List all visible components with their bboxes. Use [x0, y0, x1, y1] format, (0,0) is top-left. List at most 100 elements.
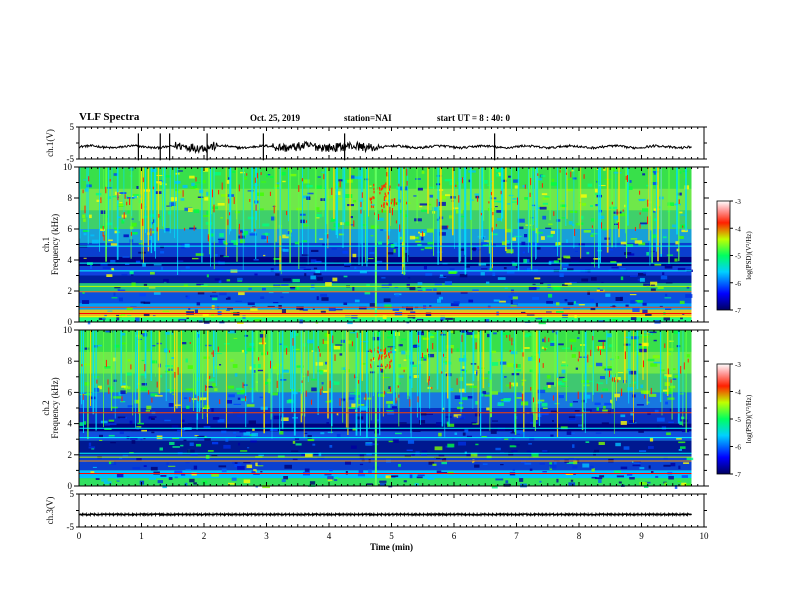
speckle — [360, 209, 362, 214]
noise-cell — [379, 352, 385, 354]
noise-cell — [666, 254, 674, 256]
speckle — [477, 196, 479, 202]
speckle — [601, 394, 603, 399]
noise-cell — [417, 286, 422, 288]
noise-cell — [496, 173, 500, 177]
speckle — [388, 235, 390, 240]
noise-cell — [240, 239, 245, 244]
noise-cell — [471, 422, 476, 424]
noise-cell — [327, 196, 333, 198]
speckle — [358, 380, 360, 384]
noise-cell — [590, 307, 596, 311]
noise-cell — [110, 442, 116, 444]
speckle — [370, 201, 372, 204]
speckle — [381, 204, 383, 208]
noise-cell — [327, 431, 334, 434]
noise-cell — [445, 194, 450, 197]
speckle — [105, 186, 107, 194]
speckle — [611, 201, 613, 205]
noise-cell — [118, 391, 122, 396]
noise-cell — [307, 438, 315, 442]
noise-cell — [140, 387, 148, 391]
noise-cell — [510, 302, 518, 306]
noise-cell — [287, 230, 291, 235]
noise-cell — [89, 214, 92, 219]
noise-cell — [628, 420, 636, 423]
speckle — [529, 192, 531, 197]
noise-cell — [399, 236, 403, 240]
speckle — [266, 236, 268, 243]
noise-cell — [345, 194, 353, 198]
noise-cell — [642, 302, 647, 306]
speckle — [398, 183, 400, 187]
noise-cell — [134, 194, 142, 197]
noise-cell — [104, 314, 107, 317]
noise-cell — [221, 194, 228, 197]
speckle — [377, 346, 379, 350]
noise-cell — [236, 392, 245, 395]
noise-cell — [166, 462, 170, 465]
noise-cell — [536, 247, 541, 250]
noise-cell — [138, 243, 144, 245]
noise-cell — [443, 276, 446, 278]
noise-cell — [588, 365, 593, 367]
noise-cell — [255, 198, 260, 202]
speckle — [370, 198, 372, 201]
noise-cell — [521, 460, 526, 463]
y-tick-label: 2 — [68, 450, 73, 460]
noise-cell — [358, 470, 364, 473]
noise-cell — [416, 476, 423, 479]
noise-cell — [549, 464, 557, 469]
noise-cell — [677, 192, 682, 196]
noise-cell — [578, 243, 585, 247]
noise-cell — [377, 217, 384, 221]
noise-cell — [630, 317, 637, 320]
noise-cell — [664, 482, 667, 487]
noise-cell — [315, 362, 323, 366]
noise-cell — [640, 384, 644, 388]
noise-cell — [386, 401, 393, 404]
noise-cell — [685, 354, 690, 358]
noise-cell — [416, 236, 420, 240]
noise-cell — [348, 407, 356, 409]
noise-cell — [425, 413, 433, 415]
noise-cell — [267, 305, 275, 308]
noise-cell — [561, 364, 569, 367]
noise-cell — [282, 180, 286, 183]
colorbar-tick-label: -7 — [735, 471, 741, 479]
noise-cell — [296, 365, 304, 368]
noise-cell — [422, 287, 426, 291]
speckle — [207, 234, 209, 242]
noise-cell — [498, 402, 502, 405]
noise-cell — [558, 343, 564, 346]
speckle — [389, 185, 391, 188]
noise-cell — [542, 215, 547, 220]
noise-cell — [669, 340, 674, 342]
noise-cell — [205, 386, 214, 388]
speckle — [488, 201, 490, 204]
noise-cell — [312, 443, 316, 446]
speckle — [600, 350, 601, 355]
noise-cell — [294, 241, 300, 245]
noise-cell — [481, 436, 487, 438]
colorbar-tick-label: -6 — [735, 444, 741, 452]
noise-cell — [425, 312, 432, 316]
noise-cell — [345, 221, 351, 226]
noise-cell — [556, 478, 559, 483]
noise-cell — [570, 432, 575, 434]
noise-cell — [214, 278, 220, 281]
noise-cell — [253, 259, 259, 261]
noise-cell — [421, 230, 427, 233]
noise-cell — [219, 233, 224, 238]
speckle — [639, 223, 641, 229]
noise-cell — [369, 371, 375, 374]
noise-cell — [663, 317, 670, 321]
noise-cell — [393, 249, 396, 253]
noise-cell — [632, 381, 637, 384]
noise-cell — [331, 248, 337, 250]
noise-cell — [370, 235, 374, 237]
noise-cell — [583, 230, 591, 233]
speckle — [105, 359, 107, 367]
noise-cell — [561, 369, 566, 374]
